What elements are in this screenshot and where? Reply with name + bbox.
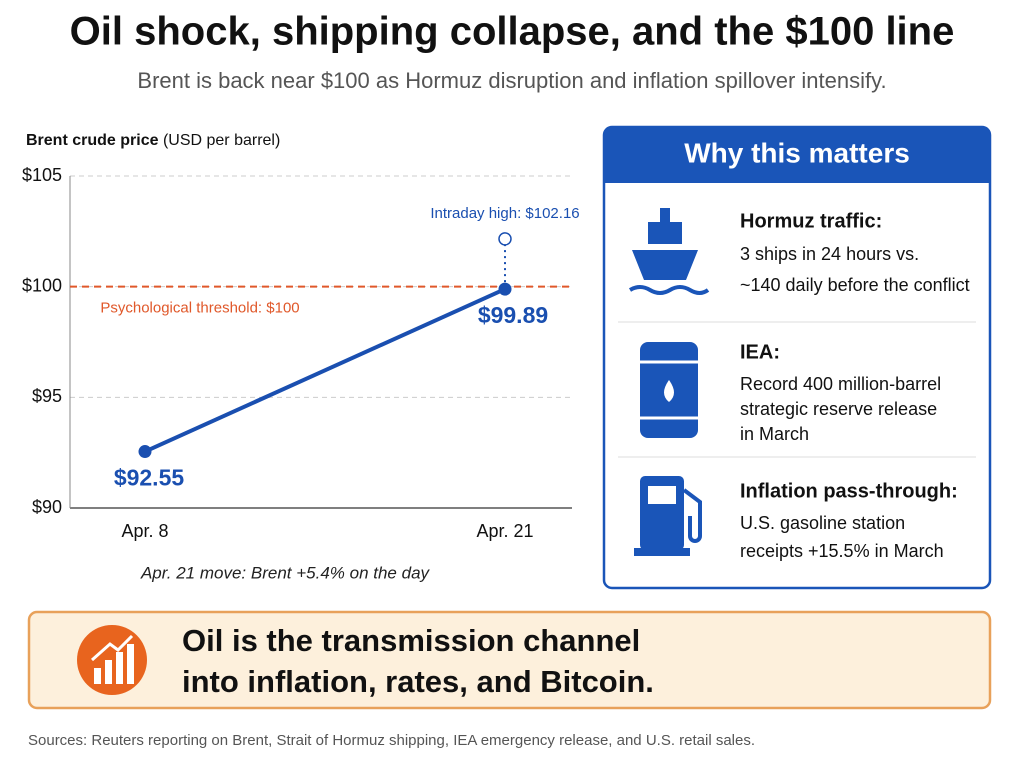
item-text: 3 ships in 24 hours vs.	[740, 244, 919, 264]
panel-title: Why this matters	[684, 137, 910, 168]
point	[498, 282, 512, 296]
item-title: Hormuz traffic:	[740, 210, 882, 232]
chart-note: Apr. 21 move: Brent +5.4% on the day	[140, 563, 431, 582]
item-title: Inflation pass-through:	[740, 480, 958, 502]
panel-header	[604, 127, 990, 183]
item-title: IEA:	[740, 341, 780, 363]
banner	[27, 610, 992, 710]
y-tick-label: $105	[22, 165, 62, 185]
banner-icon-bars	[91, 634, 134, 684]
threshold-label: Psychological threshold: $100	[100, 300, 299, 317]
x-tick-label: Apr. 21	[476, 521, 533, 541]
item-text: in March	[740, 424, 809, 444]
pump-icon	[634, 476, 702, 556]
intraday-high	[498, 232, 512, 246]
y-label: Brent crude price	[26, 132, 159, 149]
value-label: $92.55	[114, 465, 185, 491]
sources: Sources: Reuters reporting on Brent, Str…	[28, 732, 755, 749]
title: Oil shock, shipping collapse, and the $1…	[70, 10, 955, 54]
banner-text: Oil is the transmission channel	[182, 623, 640, 658]
ship-icon	[628, 208, 710, 295]
banner-text: into inflation, rates, and Bitcoin.	[182, 664, 654, 699]
subtitle: Brent is back near $100 as Hormuz disrup…	[137, 68, 886, 93]
y-tick-label: $90	[32, 497, 62, 517]
barrel-icon	[640, 342, 698, 438]
price-line	[144, 287, 506, 454]
item-text: strategic reserve release	[740, 399, 937, 419]
item-text: receipts +15.5% in March	[740, 541, 944, 561]
y-tick-label: $95	[32, 386, 62, 406]
y-unit: (USD per barrel)	[163, 132, 280, 149]
value-label: $99.89	[478, 302, 548, 328]
intraday-label: Intraday high: $102.16	[430, 205, 579, 222]
point	[138, 445, 152, 459]
item-text: Record 400 million-barrel	[740, 374, 941, 394]
chart: $90 $95 $100 $105 Psychological threshold: $…	[22, 165, 580, 541]
item-text: ~140 daily before the conflict	[740, 275, 970, 295]
y-axis-label: Brent crude price (USD per barrel)	[26, 132, 280, 149]
x-tick-label: Apr. 8	[121, 521, 168, 541]
item-text: U.S. gasoline station	[740, 513, 905, 533]
y-tick-label: $100	[22, 275, 62, 295]
